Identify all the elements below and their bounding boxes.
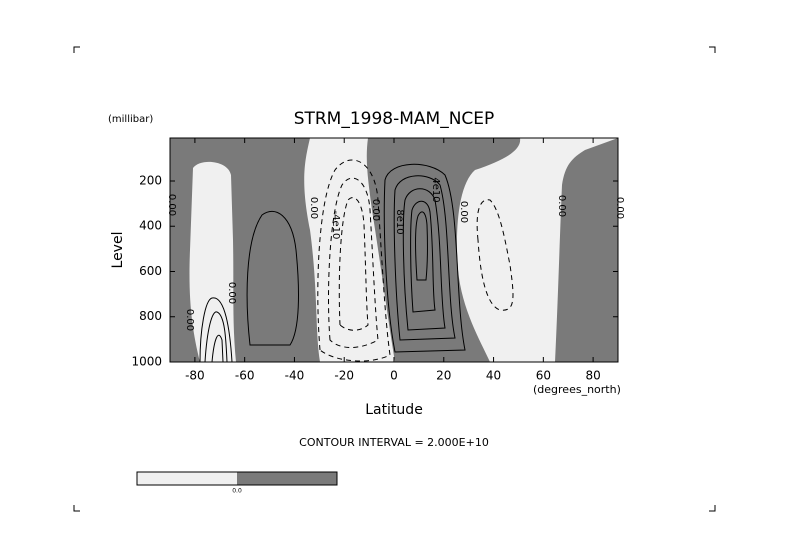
contour-label: 0.00: [184, 309, 195, 331]
shaded-region: [247, 211, 299, 345]
chart-title: STRM_1998-MAM_NCEP: [294, 109, 495, 129]
x-tick-label: 80: [585, 369, 600, 383]
contour-label: 0.00: [370, 199, 381, 221]
x-tick-label: 20: [436, 369, 451, 383]
contour-label: 0.00: [458, 201, 469, 223]
y-unit: (millibar): [108, 114, 153, 125]
y-tick-label: 1000: [131, 355, 162, 369]
y-tick-label: 400: [139, 219, 162, 233]
contour-label: 0.00: [556, 195, 567, 217]
x-tick-label: 0: [390, 369, 398, 383]
x-tick-label: 40: [486, 369, 501, 383]
y-axis-label: Level: [110, 232, 126, 269]
colorbar-segment: [237, 472, 337, 485]
colorbar: 0.0: [136, 471, 338, 495]
shaded-region: [366, 138, 521, 362]
colorbar-segment: [137, 472, 237, 485]
contour-label: 0.00: [308, 197, 319, 219]
contour-lines: [199, 159, 514, 363]
colorbar-label: 0.0: [232, 488, 242, 495]
contour-label: -4e10: [330, 211, 341, 240]
x-tick-label: 60: [536, 369, 551, 383]
x-tick-label: -60: [235, 369, 255, 383]
contour-label: 0.00: [166, 194, 177, 216]
colorbar-frame: [136, 471, 338, 486]
x-tick-label: -20: [334, 369, 354, 383]
x-axis-label: Latitude: [365, 402, 423, 418]
y-tick-label: 600: [139, 264, 162, 278]
corner-marks: [73, 46, 716, 512]
contour-label: 0.00: [614, 197, 625, 219]
y-tick-label: 800: [139, 309, 162, 323]
contour-label: 8e10: [394, 209, 405, 234]
x-tick-label: -80: [185, 369, 205, 383]
contour-note: CONTOUR INTERVAL = 2.000E+10: [299, 436, 489, 449]
contour-label: 4e10: [430, 177, 441, 202]
shaded-region: [555, 138, 618, 362]
plot-area: [169, 137, 619, 363]
x-tick-label: -40: [285, 369, 305, 383]
contour-label: 0.00: [226, 282, 237, 304]
x-unit: (degrees_north): [533, 383, 621, 396]
y-tick-label: 200: [139, 173, 162, 187]
